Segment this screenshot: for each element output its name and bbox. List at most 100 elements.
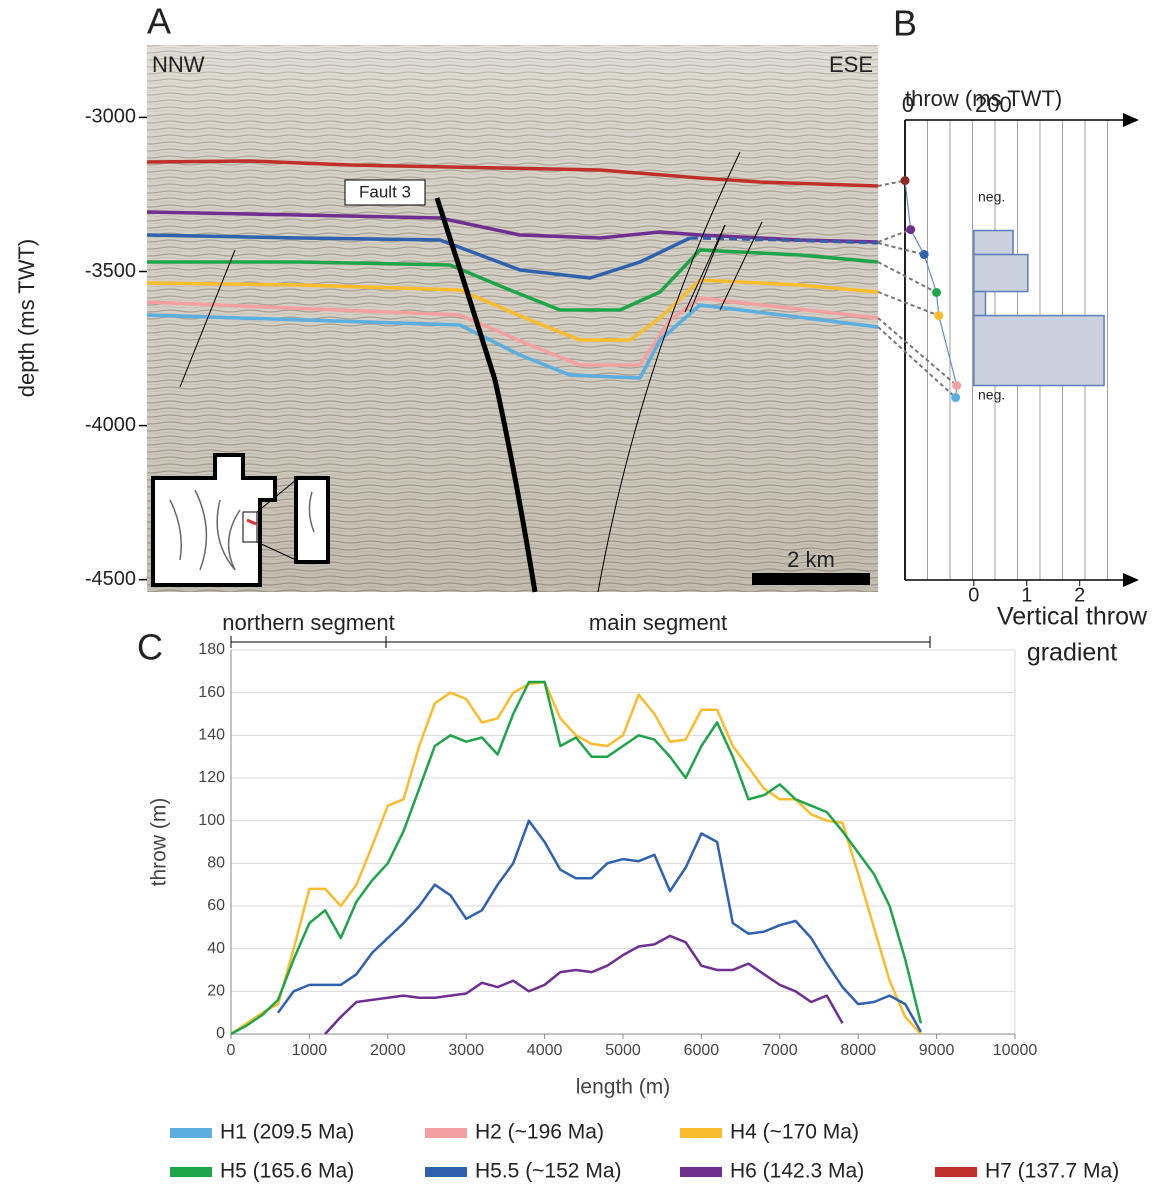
segment-label: northern segment [222,610,394,635]
connector [877,317,958,387]
y-tick-label: 0 [216,1025,225,1042]
legend-label: H2 (~196 Ma) [475,1121,604,1144]
annotation: ESE [829,52,873,77]
legend-swatch [680,1167,722,1177]
segment-bracket [230,636,387,648]
y-tick-label: 80 [207,855,225,872]
legend-label: H1 (209.5 Ma) [220,1121,354,1144]
point [919,250,929,260]
annotation: neg. [978,387,1005,403]
x-tick-label: 0 [227,1042,236,1059]
annotation: 2 km [787,547,835,572]
x-tick-label: 2000 [370,1042,406,1059]
connector [877,242,925,256]
x-tick-label: 1000 [292,1042,328,1059]
x-tick-label: 9000 [919,1042,955,1059]
faults [179,151,763,593]
y-tick-label: -4500 [85,568,136,590]
y-tick-label: 160 [198,684,225,701]
axis-title: gradient [1027,639,1117,667]
bar [973,290,987,317]
bar [973,229,1014,256]
legend-swatch [425,1128,467,1138]
scale-bar [752,573,870,585]
horizon [146,303,879,380]
panel-label: C [137,627,163,668]
legend-swatch [170,1167,212,1177]
y-tick-label: 180 [198,641,225,658]
segment-label: main segment [589,610,727,635]
y-tick-label: 60 [207,897,225,914]
legend-label: H4 (~170 Ma) [730,1121,859,1144]
axis-title: depth (ms TWT) [14,239,39,398]
legend-swatch [425,1167,467,1177]
x-tick-label: 2 [1074,584,1085,606]
x-tick-label: 4000 [527,1042,563,1059]
annotation: Fault 3 [359,182,411,201]
x-tick-label: 10000 [993,1042,1038,1059]
legend-label: H5 (165.6 Ma) [220,1160,354,1183]
inset-map [151,453,330,587]
x-tick-label: 0 [902,92,914,117]
series-line [230,680,922,1036]
panel-label: A [147,1,171,42]
point [934,311,944,321]
axis-title: length (m) [576,1076,671,1099]
series-line [276,819,922,1033]
seismic-image [147,45,878,592]
x-tick-label: 0 [968,584,979,606]
bar [973,314,1105,387]
annotation: neg. [978,189,1005,205]
horizon [146,210,879,244]
connector [877,291,940,317]
x-tick-label: 3000 [448,1042,484,1059]
horizon [146,233,691,280]
x-tick-label: 8000 [840,1042,876,1059]
bar [973,253,1029,293]
axis-title: throw (m) [148,798,171,887]
y-tick-label: -4000 [85,414,136,436]
y-tick-label: 20 [207,983,225,1000]
horizon [147,248,879,312]
horizon [146,159,879,188]
y-tick-label: 40 [207,940,225,957]
x-tick-label: 5000 [605,1042,641,1059]
point [932,287,941,297]
connector [877,228,911,243]
axis-title: Vertical throw [997,603,1148,631]
y-tick-label: -3000 [85,106,136,128]
y-tick-label: 140 [198,727,225,744]
horizon [146,278,879,342]
x-tick-label: 1 [1021,584,1032,606]
arrow [1123,113,1139,127]
y-tick-label: 120 [198,769,225,786]
x-tick-label: 7000 [762,1042,798,1059]
horizon [146,296,879,367]
point [900,176,910,186]
legend-label: H5.5 (~152 Ma) [475,1160,622,1183]
y-tick-label: 100 [198,812,225,829]
y-tick-label: -3500 [85,260,136,282]
connector [877,326,957,399]
legend-swatch [680,1128,722,1138]
panel-label: B [893,3,917,44]
series-line [324,934,844,1035]
x-tick-label: 200 [975,92,1012,117]
connector [877,179,906,187]
legend-swatch [935,1167,977,1177]
point [952,381,962,391]
point [951,393,961,403]
arrow [1123,573,1139,587]
annotation: NNW [152,52,205,77]
connector [877,261,937,294]
x-tick-label: 6000 [684,1042,720,1059]
legend-label: H6 (142.3 Ma) [730,1160,864,1183]
series-line [230,680,923,1036]
segment-bracket [385,636,931,648]
legend-swatch [170,1128,212,1138]
legend-label: H7 (137.7 Ma) [985,1160,1119,1183]
point [906,225,916,235]
horizons [146,159,879,380]
fault-label-box [344,179,426,206]
